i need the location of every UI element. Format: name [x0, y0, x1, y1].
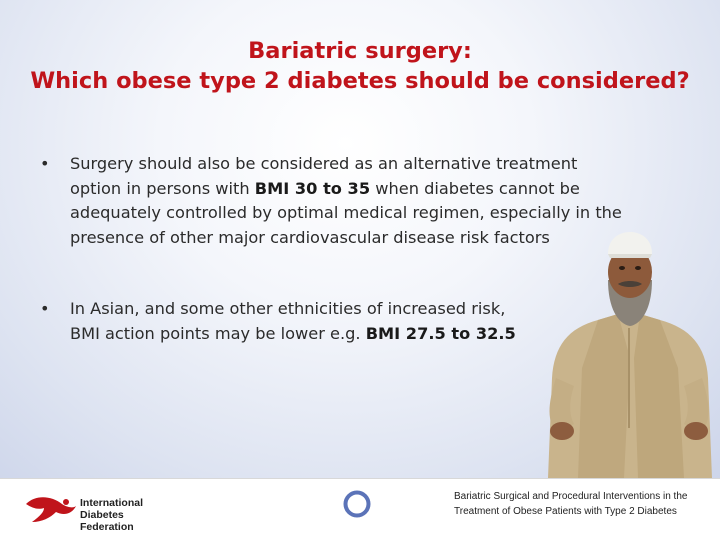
- logo-line-3: Federation: [80, 521, 134, 533]
- bmi-range-1: BMI 30 to 35: [254, 178, 371, 198]
- blue-circle-icon: [343, 490, 371, 518]
- footer-bar: [0, 478, 720, 541]
- title-line-1: Bariatric surgery:: [248, 38, 472, 64]
- bullet-1-line-2-pre: option in persons with: [70, 178, 255, 198]
- footer-reference: Bariatric Surgical and Procedural Interv…: [454, 489, 687, 519]
- bullet-1-line-4: presence of other major cardiovascular d…: [70, 227, 550, 247]
- bullet-text-2: In Asian, and some other ethnicities of …: [70, 297, 516, 346]
- bmi-range-2: BMI 27.5 to 32.5: [365, 323, 516, 343]
- bullet-2-line-2: BMI action points may be lower e.g. BMI …: [70, 322, 516, 347]
- reference-line-2: Treatment of Obese Patients with Type 2 …: [454, 506, 677, 517]
- bullet-text-1: Surgery should also be considered as an …: [70, 152, 622, 250]
- title-line-2: Which obese type 2 diabetes should be co…: [30, 68, 690, 94]
- idf-bird-logo-icon: [26, 497, 76, 522]
- bullet-dot: •: [40, 154, 50, 173]
- reference-line-1: Bariatric Surgical and Procedural Interv…: [454, 491, 688, 502]
- bullet-1-line-2-post: when diabetes cannot be: [370, 178, 580, 198]
- idf-logo-text: International Diabetes Federation: [80, 497, 143, 533]
- logo-line-1: International: [80, 497, 144, 509]
- bullet-2-line-1: In Asian, and some other ethnicities of …: [70, 299, 506, 318]
- bullet-1-line-3: adequately controlled by optimal medical…: [70, 203, 622, 222]
- slide-title: Bariatric surgery: Which obese type 2 di…: [0, 36, 720, 96]
- logo-line-2: Diabetes: [80, 509, 124, 521]
- bullet-2-line-2-pre: BMI action points may be lower e.g.: [70, 323, 366, 343]
- bullet-dot: •: [40, 299, 50, 318]
- bullet-1-line-1: Surgery should also be considered as an …: [70, 154, 578, 173]
- bullet-1-line-2: option in persons with BMI 30 to 35 when…: [70, 177, 622, 202]
- man-photo: [548, 232, 712, 478]
- slide-area: Bariatric surgery: Which obese type 2 di…: [0, 0, 720, 478]
